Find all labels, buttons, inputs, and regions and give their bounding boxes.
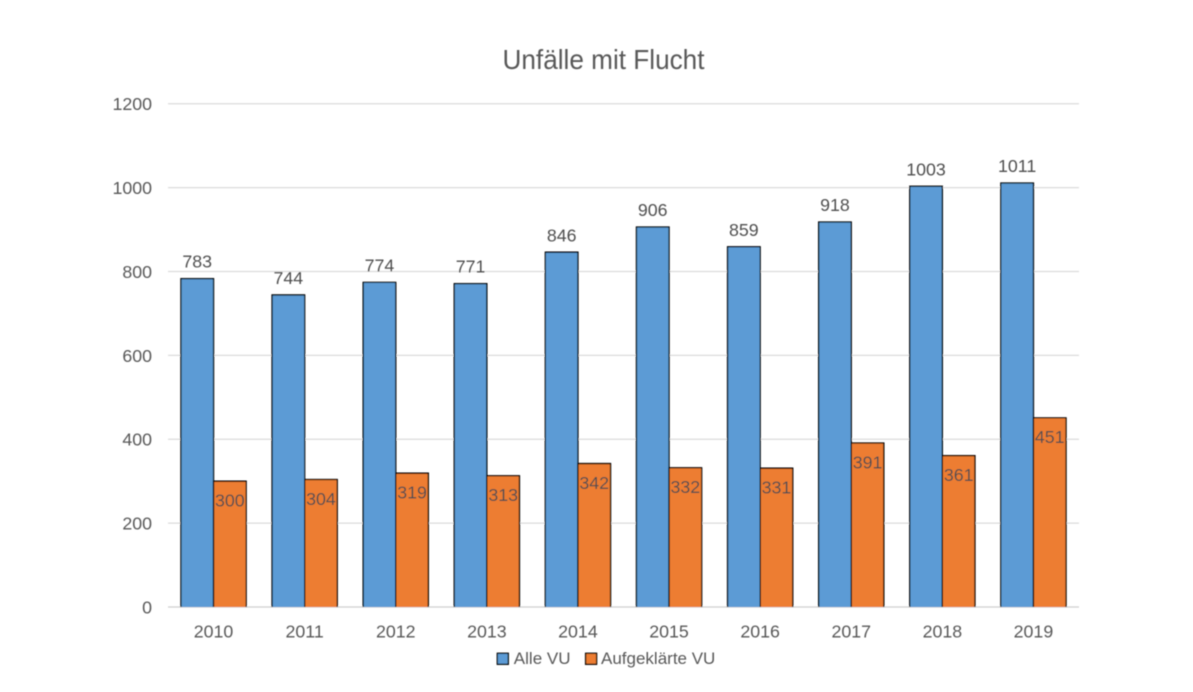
svg-text:Aufgeklärte VU: Aufgeklärte VU xyxy=(601,649,715,668)
svg-text:300: 300 xyxy=(215,490,245,510)
svg-text:800: 800 xyxy=(122,262,152,282)
svg-text:774: 774 xyxy=(365,255,395,275)
svg-text:2017: 2017 xyxy=(831,622,871,642)
svg-text:783: 783 xyxy=(182,252,212,272)
svg-text:744: 744 xyxy=(274,268,304,288)
svg-text:2012: 2012 xyxy=(376,622,416,642)
svg-text:304: 304 xyxy=(306,489,336,509)
svg-text:400: 400 xyxy=(122,430,152,450)
svg-text:2011: 2011 xyxy=(286,622,324,642)
svg-text:600: 600 xyxy=(122,346,152,366)
svg-text:2018: 2018 xyxy=(923,622,963,642)
svg-text:0: 0 xyxy=(142,597,152,617)
svg-text:1200: 1200 xyxy=(112,94,152,114)
svg-text:2014: 2014 xyxy=(558,622,598,642)
svg-text:846: 846 xyxy=(547,225,577,245)
svg-text:Alle VU: Alle VU xyxy=(514,649,571,668)
svg-text:906: 906 xyxy=(638,200,668,220)
svg-text:2010: 2010 xyxy=(194,622,234,642)
svg-text:361: 361 xyxy=(944,465,974,485)
svg-text:1000: 1000 xyxy=(112,178,152,198)
svg-text:771: 771 xyxy=(456,257,486,277)
svg-text:Unfälle mit Flucht: Unfälle mit Flucht xyxy=(503,44,705,75)
svg-text:331: 331 xyxy=(762,477,792,497)
svg-text:391: 391 xyxy=(853,452,883,472)
svg-text:2016: 2016 xyxy=(740,622,780,642)
svg-text:1003: 1003 xyxy=(906,159,946,179)
svg-text:319: 319 xyxy=(397,483,427,503)
svg-text:313: 313 xyxy=(488,485,518,505)
svg-text:1011: 1011 xyxy=(998,156,1036,176)
svg-text:200: 200 xyxy=(122,514,152,534)
svg-text:342: 342 xyxy=(579,473,609,493)
svg-text:2013: 2013 xyxy=(467,622,507,642)
svg-text:859: 859 xyxy=(729,220,759,240)
svg-text:918: 918 xyxy=(820,195,850,215)
svg-text:332: 332 xyxy=(671,477,701,497)
svg-text:2019: 2019 xyxy=(1014,622,1054,642)
svg-text:451: 451 xyxy=(1035,427,1065,447)
svg-text:2015: 2015 xyxy=(649,622,689,642)
